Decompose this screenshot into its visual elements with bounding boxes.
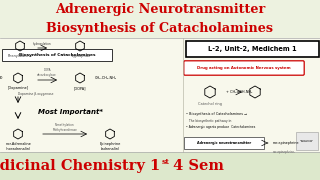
Text: Catechol ring: Catechol ring [198, 102, 222, 106]
Text: Phenylalanine: Phenylalanine [8, 54, 32, 58]
Text: L-2, Unit-2, Medichem 1: L-2, Unit-2, Medichem 1 [208, 46, 297, 52]
Text: CAPTIVATE
PREMIUM: CAPTIVATE PREMIUM [300, 140, 314, 142]
Text: • Adrenergic agents produce  Catecholamines: • Adrenergic agents produce Catecholamin… [186, 125, 255, 129]
Text: Drug acting on Autonomic Nervous system: Drug acting on Autonomic Nervous system [197, 66, 291, 70]
FancyBboxPatch shape [2, 49, 112, 61]
Bar [296, 132, 318, 150]
Text: nor-Adrenaline
(noradrenalin): nor-Adrenaline (noradrenalin) [5, 142, 31, 151]
Text: N-methylation
Methyltransferase: N-methylation Methyltransferase [52, 123, 77, 132]
FancyBboxPatch shape [184, 137, 264, 149]
Text: 4 Sem: 4 Sem [168, 159, 224, 173]
Bar [0, 0, 320, 38]
Text: HO: HO [0, 76, 3, 80]
Text: The biosynthetic pathway in: The biosynthetic pathway in [186, 119, 231, 123]
Text: hydroxylation: hydroxylation [33, 42, 51, 46]
Text: DOPA
decarboxylase: DOPA decarboxylase [37, 68, 57, 77]
Text: • Biosynthesis of Catecholamines →: • Biosynthesis of Catecholamines → [186, 112, 247, 116]
Bar [0, 152, 320, 180]
Text: st: st [162, 158, 170, 166]
Text: Biosynthesis of Catacholamines: Biosynthesis of Catacholamines [46, 22, 274, 35]
Text: Medicinal Chemistry 1: Medicinal Chemistry 1 [0, 159, 160, 173]
Text: nor-epinephrine: nor-epinephrine [273, 141, 300, 145]
Text: Most Important*: Most Important* [37, 109, 102, 115]
Text: Epinephrine
(adrenalin): Epinephrine (adrenalin) [100, 142, 121, 151]
Text: Adrenergic neurotransmitter: Adrenergic neurotransmitter [197, 141, 251, 145]
Text: Tryptophan: Tryptophan [70, 54, 90, 58]
Text: [Dopamine]: [Dopamine] [7, 86, 28, 90]
Text: Biosynthesis of Catacholamines: Biosynthesis of Catacholamines [19, 53, 95, 57]
FancyBboxPatch shape [184, 61, 304, 75]
Text: Adrenergic Neurotransmitter: Adrenergic Neurotransmitter [55, 3, 265, 16]
Text: nor-epinephrine-: nor-epinephrine- [273, 150, 296, 154]
FancyBboxPatch shape [186, 41, 319, 57]
Bar [0, 38, 320, 152]
Text: + CH₂=CH-NH₂: + CH₂=CH-NH₂ [226, 90, 252, 94]
Text: Dopamine β-oxygenase: Dopamine β-oxygenase [18, 92, 53, 96]
Text: [DOPA]: [DOPA] [74, 86, 86, 90]
Text: CH₂-CH₂-NH₂: CH₂-CH₂-NH₂ [95, 76, 117, 80]
